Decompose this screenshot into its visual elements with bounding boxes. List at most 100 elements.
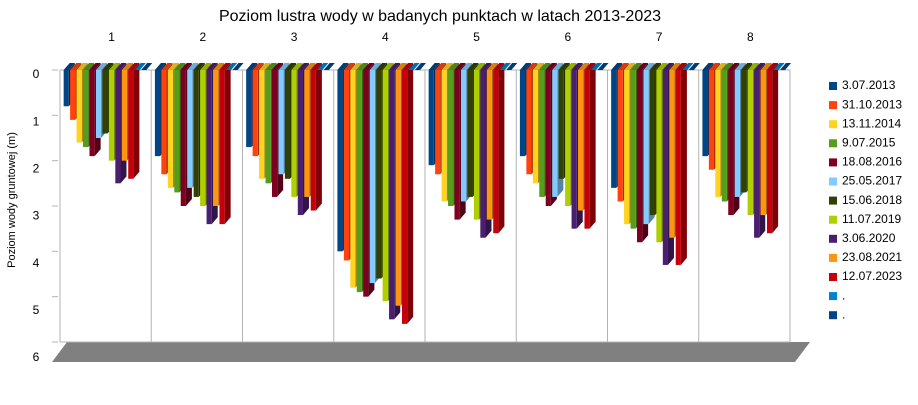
y-tick-label: 5 [33, 303, 40, 317]
bar-top [414, 63, 427, 70]
bar-top [382, 63, 394, 70]
bar-top [636, 63, 649, 70]
bar-front [715, 70, 721, 197]
bar-front [70, 70, 76, 120]
bar-front [291, 70, 297, 197]
bar-top [134, 63, 146, 70]
bar-front [545, 70, 551, 206]
bar-top [141, 63, 153, 70]
legend-swatch [829, 253, 837, 262]
legend-label: 11.07.2019 [842, 212, 901, 226]
bar-top [225, 63, 238, 70]
x-tick-label: 7 [656, 30, 663, 44]
legend-swatch [829, 120, 837, 129]
bar-side [315, 63, 322, 211]
bar-top [532, 63, 544, 70]
bar-top [617, 63, 629, 70]
bar-top [747, 63, 759, 70]
bar-top [76, 63, 88, 70]
bar-top [486, 63, 498, 70]
bar-front [174, 70, 180, 193]
bar [597, 63, 609, 70]
bar-front [389, 70, 395, 320]
bar [499, 63, 511, 70]
bar [682, 63, 694, 70]
bar-top [232, 63, 244, 70]
bar-front [702, 70, 708, 157]
y-tick-label: 2 [33, 162, 40, 176]
bar-front [259, 70, 265, 179]
legend-label: 13.11.2014 [842, 116, 901, 130]
bar-front [206, 70, 212, 225]
bar-top [206, 63, 218, 70]
bar-front [376, 70, 382, 279]
bar-front [350, 70, 356, 288]
legend-swatch [829, 215, 837, 224]
bar-top [200, 63, 212, 70]
bar-top [773, 63, 785, 70]
bar-top [304, 63, 316, 70]
bar-front [252, 70, 258, 157]
bar-front [721, 70, 727, 202]
bar-top [688, 63, 700, 70]
bar-top [460, 63, 473, 70]
bar-top [702, 63, 714, 70]
bar-top [682, 63, 694, 70]
x-tick-label: 6 [565, 30, 572, 44]
bar-front [89, 70, 95, 157]
bar-top [284, 63, 297, 70]
bar-front [617, 70, 623, 202]
bar-top [343, 63, 356, 70]
bar [414, 63, 427, 70]
bar-front [565, 70, 571, 206]
bar-top [363, 63, 375, 70]
bar-front [539, 70, 545, 197]
bar-top [448, 63, 460, 70]
bar-front [708, 70, 715, 170]
bar-top [252, 63, 264, 70]
x-tick-label: 8 [747, 30, 754, 44]
bar-front [193, 70, 199, 197]
bar-top [310, 63, 322, 70]
y-tick-label: 1 [33, 114, 40, 128]
bar-top [669, 63, 681, 70]
bar-front [428, 70, 434, 166]
chart-title: Poziom lustra wody w badanych punktach w… [219, 8, 661, 25]
bar-top [754, 63, 766, 70]
bar-top [467, 63, 479, 70]
bar-top [128, 63, 140, 70]
bar-front [552, 70, 558, 197]
bar-top [499, 63, 511, 70]
bar [493, 63, 505, 234]
bar-side [680, 63, 687, 265]
bar-front [649, 70, 656, 216]
bar-front [161, 70, 167, 175]
bar-top [493, 63, 505, 70]
legend-swatch [829, 158, 837, 167]
bar-top [519, 63, 532, 70]
bar-top [675, 63, 687, 70]
bar-front [363, 70, 369, 297]
bar-top [219, 63, 231, 70]
bar-top [565, 63, 577, 70]
bar-front [493, 70, 499, 234]
bar-top [369, 63, 381, 70]
bar-top [590, 63, 603, 70]
bar-front [95, 70, 102, 138]
bar [317, 63, 329, 70]
bar-top [473, 63, 486, 70]
bar-top [187, 63, 199, 70]
bar-front [304, 70, 310, 197]
bar-top [624, 63, 636, 70]
bar-front [246, 70, 252, 148]
bar [773, 63, 785, 70]
bar-top [721, 63, 733, 70]
legend-label: 3.07.2013 [842, 78, 896, 92]
bar-top [571, 63, 583, 70]
bar-front [643, 70, 649, 225]
bar-top [356, 63, 368, 70]
bar-front [747, 70, 753, 216]
legend-swatch [829, 101, 837, 110]
bar-top [102, 63, 114, 70]
